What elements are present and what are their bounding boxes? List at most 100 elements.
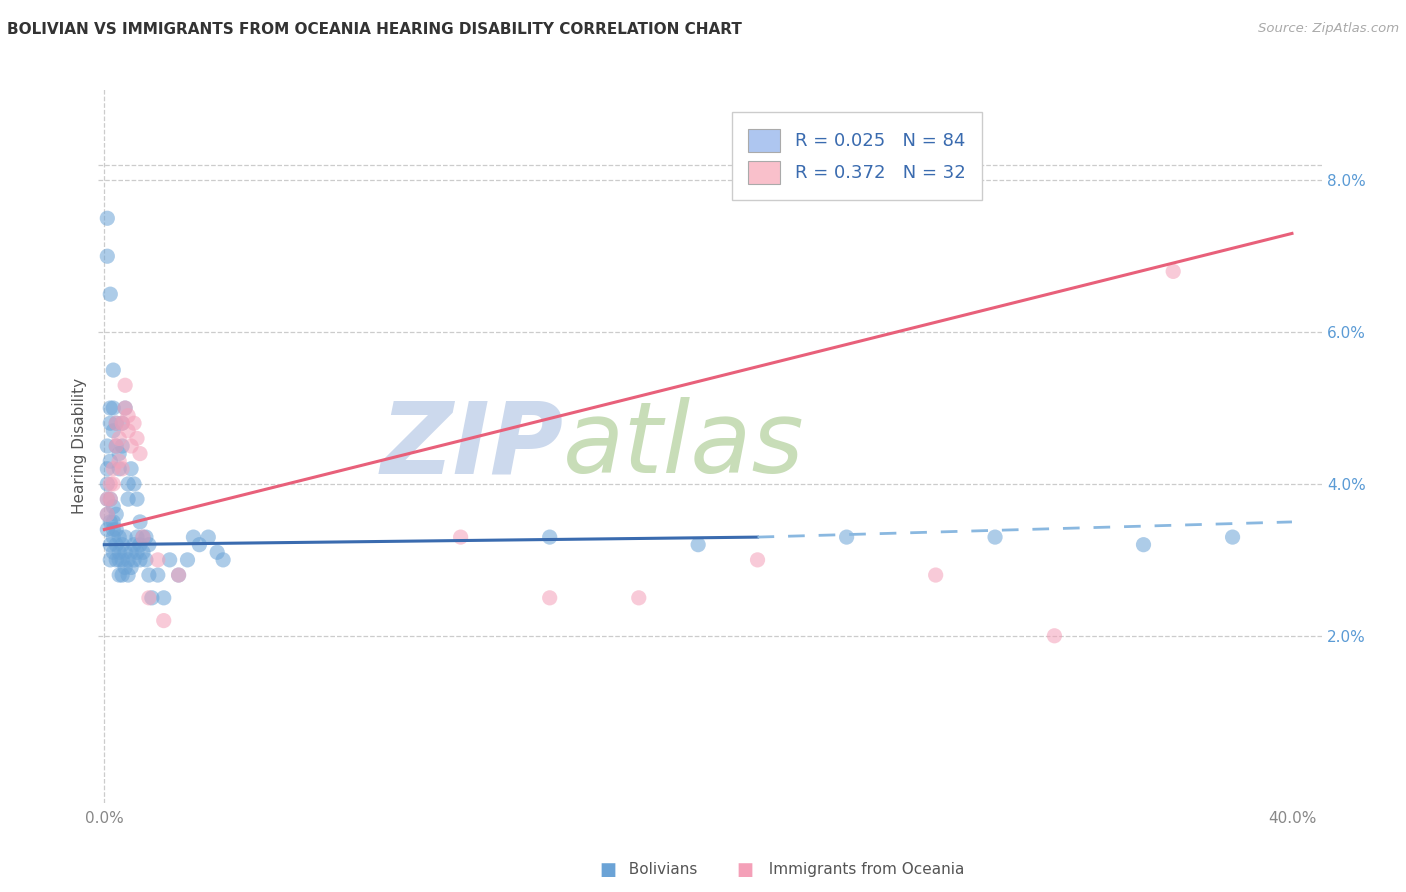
Text: Source: ZipAtlas.com: Source: ZipAtlas.com xyxy=(1258,22,1399,36)
Point xyxy=(122,538,145,552)
Point xyxy=(105,553,128,567)
Point xyxy=(114,401,136,415)
Point xyxy=(197,530,219,544)
Point xyxy=(627,591,650,605)
Legend: R = 0.025   N = 84, R = 0.372   N = 32: R = 0.025 N = 84, R = 0.372 N = 32 xyxy=(731,112,981,201)
Point xyxy=(114,560,136,574)
Point xyxy=(146,553,169,567)
Text: ■: ■ xyxy=(599,861,616,879)
Point xyxy=(98,477,121,491)
Point xyxy=(108,447,131,461)
Point xyxy=(138,591,160,605)
Point xyxy=(103,500,125,514)
Point xyxy=(125,431,148,445)
Point xyxy=(212,553,235,567)
Point xyxy=(1043,629,1066,643)
Point xyxy=(98,454,121,468)
Point xyxy=(1161,264,1184,278)
Text: BOLIVIAN VS IMMIGRANTS FROM OCEANIA HEARING DISABILITY CORRELATION CHART: BOLIVIAN VS IMMIGRANTS FROM OCEANIA HEAR… xyxy=(7,22,742,37)
Point xyxy=(132,545,155,559)
Point xyxy=(117,492,139,507)
Point xyxy=(108,530,131,544)
Point xyxy=(103,462,125,476)
Point xyxy=(183,530,205,544)
Point xyxy=(105,416,128,430)
Point xyxy=(96,439,118,453)
Point xyxy=(111,538,134,552)
Point xyxy=(747,553,769,567)
Point xyxy=(146,568,169,582)
Y-axis label: Hearing Disability: Hearing Disability xyxy=(72,378,87,514)
Text: ZIP: ZIP xyxy=(380,398,564,494)
Point xyxy=(129,515,152,529)
Point xyxy=(114,530,136,544)
Point xyxy=(98,553,121,567)
Point xyxy=(129,447,152,461)
Point xyxy=(98,401,121,415)
Point xyxy=(835,530,858,544)
Point xyxy=(135,553,157,567)
Point xyxy=(132,530,155,544)
Point xyxy=(103,545,125,559)
Text: atlas: atlas xyxy=(564,398,804,494)
Point xyxy=(152,614,174,628)
Point xyxy=(117,553,139,567)
Point xyxy=(159,553,181,567)
Point xyxy=(98,515,121,529)
Point xyxy=(1132,538,1154,552)
Point xyxy=(108,462,131,476)
Point xyxy=(111,439,134,453)
Point xyxy=(96,508,118,522)
Point xyxy=(129,553,152,567)
Point xyxy=(135,530,157,544)
Point xyxy=(98,287,121,301)
Point xyxy=(98,416,121,430)
Point xyxy=(450,530,472,544)
Point xyxy=(108,431,131,445)
Point xyxy=(103,530,125,544)
Point xyxy=(167,568,190,582)
Point xyxy=(105,523,128,537)
Point xyxy=(105,416,128,430)
Point xyxy=(103,523,125,537)
Point xyxy=(138,538,160,552)
Point xyxy=(205,545,228,559)
Point xyxy=(117,477,139,491)
Point xyxy=(108,545,131,559)
Point xyxy=(924,568,946,582)
Point xyxy=(96,523,118,537)
Point xyxy=(96,211,118,226)
Point xyxy=(122,416,145,430)
Point xyxy=(125,530,148,544)
Point xyxy=(120,560,142,574)
Point xyxy=(96,508,118,522)
Point xyxy=(114,401,136,415)
Point xyxy=(984,530,1007,544)
Point xyxy=(122,477,145,491)
Point xyxy=(96,249,118,263)
Point xyxy=(111,416,134,430)
Point xyxy=(132,530,155,544)
Point xyxy=(167,568,190,582)
Point xyxy=(111,462,134,476)
Point xyxy=(129,538,152,552)
Point xyxy=(688,538,710,552)
Text: ■: ■ xyxy=(737,861,754,879)
Point xyxy=(108,454,131,468)
Point xyxy=(108,568,131,582)
Point xyxy=(111,568,134,582)
Point xyxy=(111,416,134,430)
Point xyxy=(103,477,125,491)
Point xyxy=(103,401,125,415)
Point xyxy=(105,439,128,453)
Point xyxy=(96,462,118,476)
Point xyxy=(120,545,142,559)
Point xyxy=(122,553,145,567)
Point xyxy=(105,538,128,552)
Point xyxy=(1222,530,1244,544)
Point xyxy=(125,545,148,559)
Point xyxy=(152,591,174,605)
Point xyxy=(96,492,118,507)
Point xyxy=(117,568,139,582)
Point xyxy=(98,538,121,552)
